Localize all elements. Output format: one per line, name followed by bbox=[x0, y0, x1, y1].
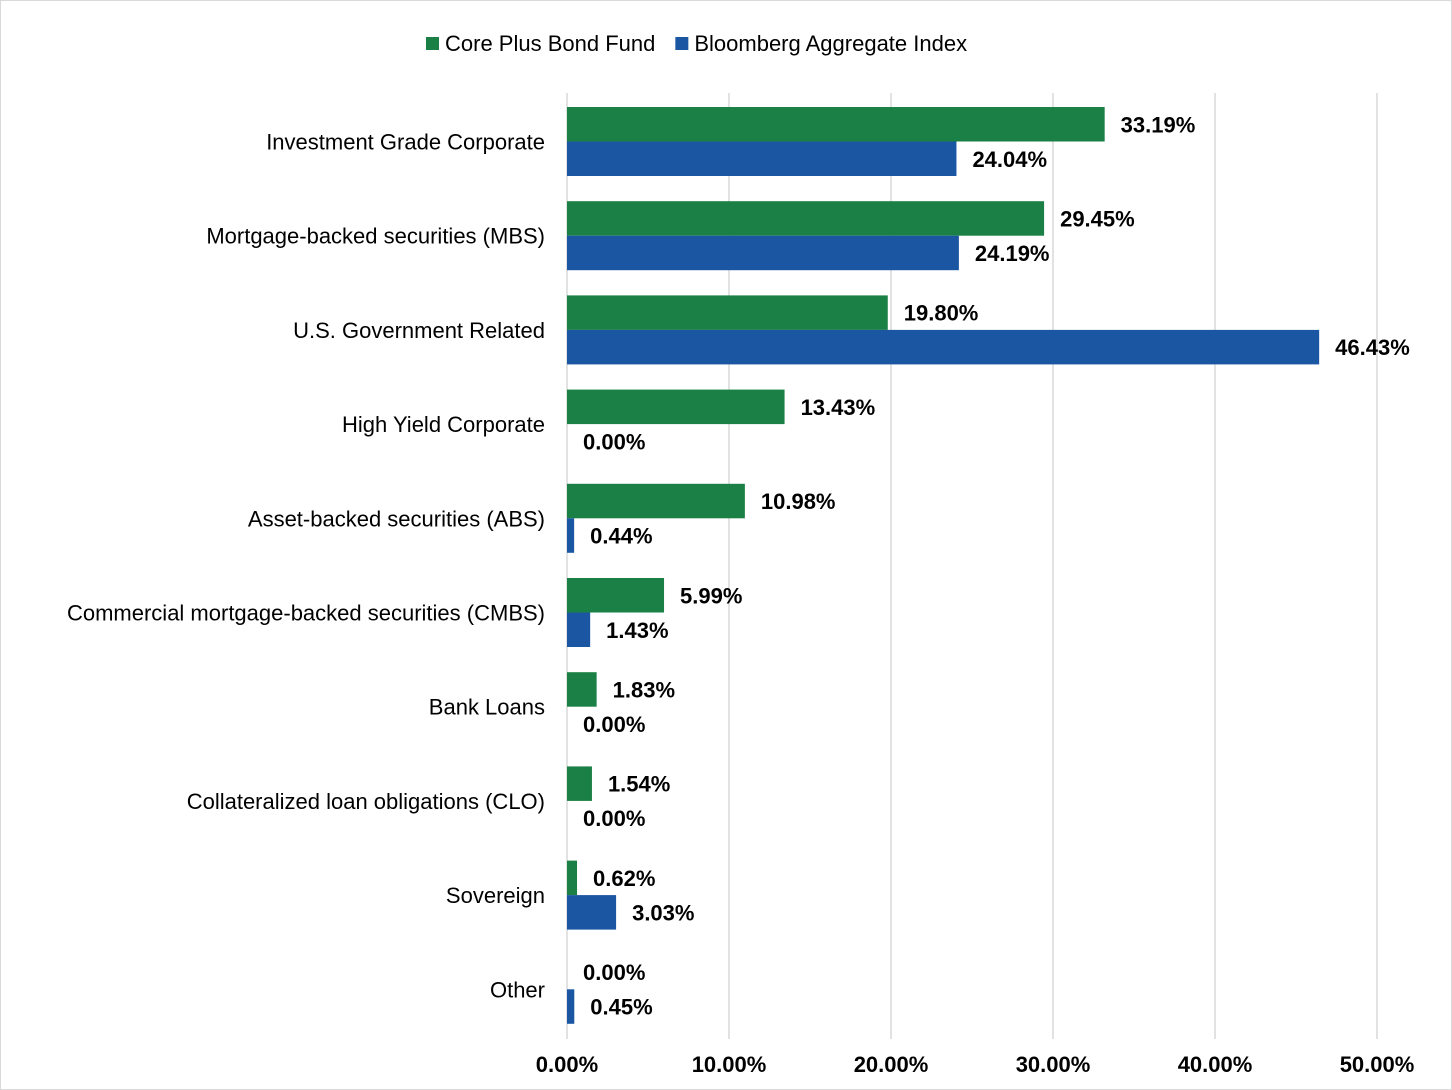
category-label: Other bbox=[490, 977, 545, 1002]
category-label: Mortgage-backed securities (MBS) bbox=[206, 224, 545, 249]
data-label: 46.43% bbox=[1335, 335, 1410, 360]
data-label: 29.45% bbox=[1060, 206, 1135, 231]
x-tick-label: 30.00% bbox=[1016, 1052, 1091, 1077]
data-label: 0.00% bbox=[583, 429, 645, 454]
category-label: Commercial mortgage-backed securities (C… bbox=[67, 601, 545, 626]
x-tick-label: 40.00% bbox=[1178, 1052, 1253, 1077]
x-tick-label: 20.00% bbox=[854, 1052, 929, 1077]
data-label: 10.98% bbox=[761, 489, 836, 514]
bar bbox=[567, 672, 597, 707]
bar bbox=[567, 201, 1045, 236]
data-label: 5.99% bbox=[680, 583, 742, 608]
value-labels: 33.19% 24.04% 29.45% 24.19% 19.80% 46.43% 13.4… bbox=[583, 112, 1410, 1019]
category-label: U.S. Government Related bbox=[293, 318, 545, 343]
data-label: 3.03% bbox=[632, 900, 694, 925]
data-label: 0.62% bbox=[593, 866, 655, 891]
data-label: 1.43% bbox=[606, 618, 668, 643]
bar bbox=[567, 989, 575, 1024]
bar bbox=[567, 389, 785, 425]
data-label: 24.19% bbox=[975, 241, 1050, 266]
bar bbox=[567, 235, 959, 271]
data-label: 0.44% bbox=[590, 524, 652, 549]
data-label: 0.00% bbox=[583, 806, 645, 831]
legend: Core Plus Bond Fund Bloomberg Aggregate I… bbox=[426, 31, 967, 56]
bar bbox=[567, 483, 745, 519]
data-label: 24.04% bbox=[972, 147, 1047, 172]
data-label: 0.45% bbox=[590, 995, 652, 1020]
legend-swatch bbox=[675, 37, 689, 50]
bar bbox=[567, 329, 1320, 365]
bar bbox=[567, 895, 617, 930]
data-label: 0.00% bbox=[583, 960, 645, 985]
bar bbox=[567, 766, 592, 801]
x-tick-label: 10.00% bbox=[692, 1052, 767, 1077]
legend-entry: Bloomberg Aggregate Index bbox=[694, 31, 967, 56]
category-label: Collateralized loan obligations (CLO) bbox=[187, 789, 545, 814]
category-label: Sovereign bbox=[446, 883, 545, 908]
data-label: 1.83% bbox=[613, 677, 675, 702]
data-label: 1.54% bbox=[608, 772, 670, 797]
data-label: 33.19% bbox=[1121, 112, 1196, 137]
x-tick-label: 0.00% bbox=[536, 1052, 598, 1077]
bar bbox=[567, 141, 957, 176]
legend-swatch bbox=[426, 37, 439, 50]
bar bbox=[567, 295, 888, 330]
data-label: 19.80% bbox=[904, 301, 979, 326]
category-label: High Yield Corporate bbox=[342, 412, 545, 437]
legend-entry: Core Plus Bond Fund bbox=[445, 31, 655, 56]
bar bbox=[567, 578, 665, 613]
bar bbox=[567, 860, 578, 896]
x-tick-label: 50.00% bbox=[1340, 1052, 1415, 1077]
category-label: Bank Loans bbox=[429, 695, 545, 720]
data-label: 13.43% bbox=[801, 395, 876, 420]
category-label: Asset-backed securities (ABS) bbox=[248, 506, 545, 531]
bars bbox=[567, 107, 1320, 1024]
x-axis-ticks: 0.00% 10.00% 20.00% 30.00% 40.00% 50.00% bbox=[536, 1052, 1415, 1077]
bar bbox=[567, 107, 1105, 142]
bar bbox=[567, 612, 591, 647]
data-label: 0.00% bbox=[583, 712, 645, 737]
category-label: Investment Grade Corporate bbox=[266, 130, 545, 155]
category-labels: Investment Grade Corporate Mortgage-backe… bbox=[67, 130, 545, 1003]
bar bbox=[567, 518, 575, 553]
